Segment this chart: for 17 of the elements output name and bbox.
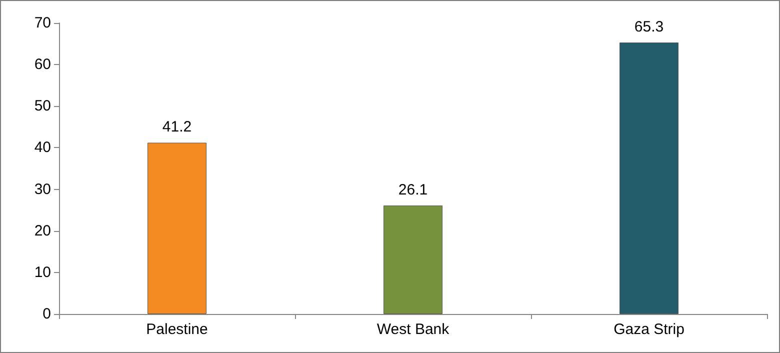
bar <box>148 142 206 314</box>
y-tick-label: 20 <box>34 222 51 240</box>
data-label: 41.2 <box>162 118 192 136</box>
y-tick-label: 10 <box>34 264 51 281</box>
bar <box>620 42 678 314</box>
y-tick-label: 0 <box>42 306 51 322</box>
y-tick-label: 60 <box>34 56 51 74</box>
y-tick-label: 70 <box>34 14 51 32</box>
bar <box>384 206 442 314</box>
x-tick-label: Palestine <box>146 321 208 338</box>
data-label: 26.1 <box>398 182 428 198</box>
y-tick-label: 40 <box>34 139 51 156</box>
x-tick-label: Gaza Strip <box>614 321 684 338</box>
y-tick-label: 50 <box>34 98 51 115</box>
y-tick-label: 30 <box>34 180 51 198</box>
data-label: 65.3 <box>634 18 664 36</box>
x-tick-label: West Bank <box>376 321 450 338</box>
